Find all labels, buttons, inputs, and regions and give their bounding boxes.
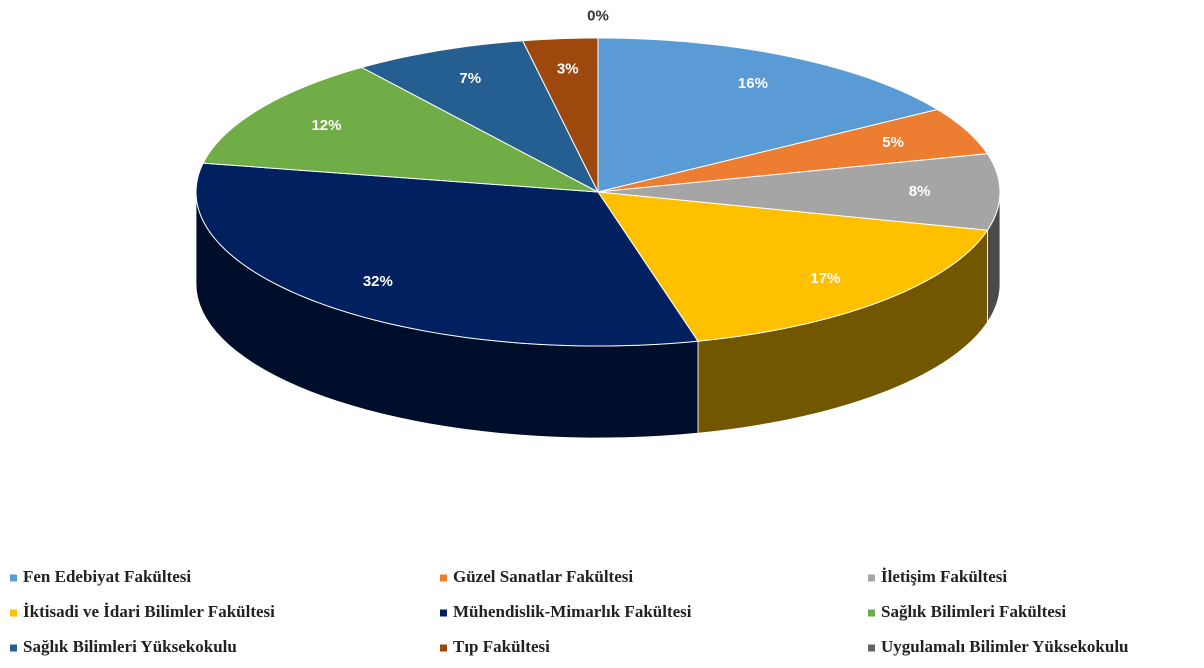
slice [202,66,599,193]
legend-label: Fen Edebiyat Fakültesi [23,567,191,586]
data-label: 8% [909,183,931,200]
legend-swatch [868,609,875,617]
slice [597,153,1001,231]
legend-label: Tıp Fakültesi [453,637,550,656]
slice [597,108,989,193]
legend-swatch [868,644,875,652]
data-label: 32% [363,273,393,290]
legend-label: Sağlık Bilimleri Fakültesi [881,602,1066,621]
slice [195,162,699,347]
data-label: 5% [882,134,904,151]
data-label: 0% [587,7,609,24]
legend-label: Mühendislik-Mimarlık Fakültesi [453,602,692,621]
legend-swatch [440,574,447,582]
legend-label: İletişim Fakültesi [881,567,1007,586]
slice [521,37,599,193]
slice [360,40,600,194]
legend-swatch [10,644,17,652]
data-label: 16% [738,75,768,92]
legend-swatch [440,609,447,617]
data-label: 17% [810,270,840,287]
legend-label: Sağlık Bilimleri Yüksekokulu [23,637,237,656]
data-label: 12% [311,117,341,134]
legend-label: Uygulamalı Bilimler Yüksekokulu [881,637,1129,656]
legend-swatch [440,644,447,652]
data-label: 3% [557,60,579,77]
slice [597,37,939,193]
legend-swatch [868,574,875,582]
legend-swatch [10,609,17,617]
slice [596,191,989,342]
legend-label: Güzel Sanatlar Fakültesi [453,567,633,586]
legend-label: İktisadi ve İdari Bilimler Fakültesi [23,602,275,621]
legend-swatch [10,574,17,582]
data-label: 7% [459,70,481,87]
